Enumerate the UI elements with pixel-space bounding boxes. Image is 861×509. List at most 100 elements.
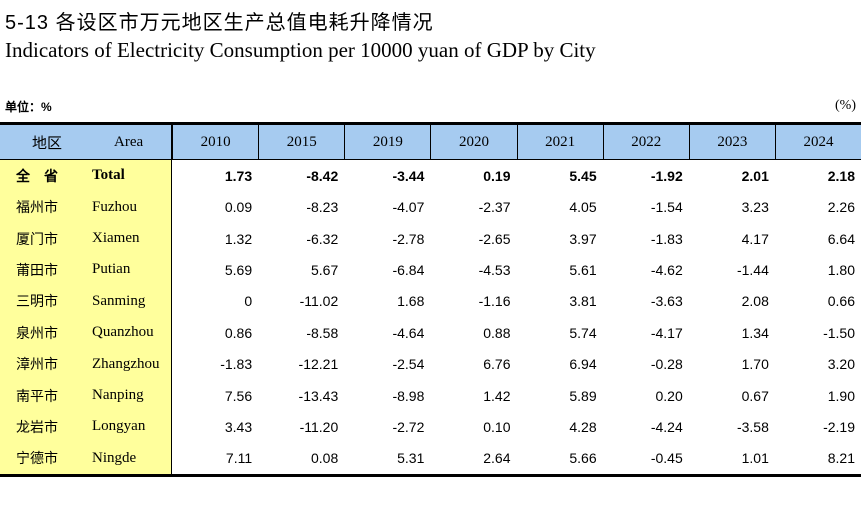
table-row: 厦门市 Xiamen 1.32 -6.32 -2.78 -2.65 3.97 -1.83 4.1… [0,222,861,255]
area-name-en: Zhangzhou [92,355,160,372]
value-cell: 3.97 [569,230,597,247]
table-row: 龙岩市 Longyan 3.43 -11.20 -2.72 0.10 4.28 -4.24 -3… [0,411,861,443]
value-cell: -13.43 [298,387,339,404]
value-cell: -4.64 [392,324,425,341]
value-cell: -3.63 [650,293,683,310]
value-cell: 1.34 [741,324,769,341]
value-cell: 2.26 [827,199,855,216]
value-cell: 0.08 [311,450,339,467]
area-name-en: Xiamen [92,230,140,247]
value-cell: -2.54 [392,356,425,373]
value-cell: 0.66 [827,293,855,310]
value-cell: -1.50 [823,324,855,341]
area-name-cn: 全 省 [16,167,58,184]
area-name-cn: 漳州市 [16,356,58,373]
value-cell: 1.42 [483,387,511,404]
value-cell: -8.58 [306,324,339,341]
year-header-cell: 2021 [516,125,603,159]
value-cell: 6.76 [483,356,511,373]
value-cell: -2.65 [478,230,511,247]
area-name-cn: 厦门市 [16,230,58,247]
area-cell: 厦门市 Xiamen [0,222,172,255]
table-row: 福州市 Fuzhou 0.09 -8.23 -4.07 -2.37 4.05 -1.54 3.2… [0,191,861,223]
table-row: 全 省 Total 1.73 -8.42 -3.44 0.19 5.45 -1.92 2.01 2… [0,160,861,192]
value-cell: 5.74 [569,324,597,341]
area-name-en: Putian [92,261,131,278]
value-cell: -12.21 [298,356,339,373]
page-subtitle: Indicators of Electricity Consumption pe… [5,38,596,62]
value-cell: -1.44 [736,261,769,278]
data-table: 地区 Area 2010 2015 2019 2020 2021 2022 2023 2024… [0,122,861,477]
value-cell: 0.20 [655,387,683,404]
value-cell: 3.81 [569,293,597,310]
area-name-en: Ningde [92,449,137,466]
area-name-cn: 福州市 [16,199,58,216]
value-cell: 3.20 [827,356,855,373]
area-cell: 漳州市 Zhangzhou [0,348,172,380]
value-cell: 6.94 [569,356,597,373]
value-cell: -3.58 [736,418,769,435]
area-name-cn: 泉州市 [16,324,58,341]
value-cell: 7.11 [225,450,253,467]
value-cell: 1.73 [224,167,253,184]
value-cell: 3.43 [224,418,253,435]
area-name-en: Longyan [92,418,146,435]
page-title: 5-13 各设区市万元地区生产总值电耗升降情况 [5,12,434,34]
unit-label: 单位：% [5,100,52,114]
area-name-en: Total [92,167,125,184]
value-cell: 0.09 [224,199,253,216]
value-cell: 4.28 [569,418,597,435]
area-cell: 泉州市 Quanzhou [0,317,172,349]
value-cell: -3.44 [392,167,425,184]
value-cell: -1.92 [650,167,683,184]
value-cell: 5.69 [224,261,253,278]
area-name-cn: 龙岩市 [16,418,58,435]
table-row: 南平市 Nanping 7.56 -13.43 -8.98 1.42 5.89 0.20 0.6… [0,379,861,412]
year-header-cell: 2023 [688,125,775,159]
value-cell: -4.17 [650,324,683,341]
value-cell: -6.32 [306,230,339,247]
value-cell: 3.23 [741,199,769,216]
table-row: 宁德市 Ningde 7.11 0.08 5.31 2.64 5.66 -0.45 1.01 8.… [0,442,861,475]
value-cell: 4.05 [569,199,597,216]
area-cell: 南平市 Nanping [0,379,172,412]
value-cell: 7.56 [224,387,253,404]
value-cell: -1.54 [650,199,683,216]
value-cell: 6.64 [827,230,855,247]
table-header-row: 地区 Area 2010 2015 2019 2020 2021 2022 2023 2024 [0,125,861,160]
value-cell: 0 [244,293,253,310]
value-cell: 2.18 [827,167,855,184]
value-cell: -4.53 [478,261,511,278]
table-row: 莆田市 Putian 5.69 5.67 -6.84 -4.53 5.61 -4.62 -1.4… [0,254,861,286]
area-cell: 福州市 Fuzhou [0,191,172,223]
value-cell: -4.62 [650,261,683,278]
value-cell: -1.83 [650,230,683,247]
year-header-cell: 2010 [172,125,258,159]
area-name-en: Quanzhou [92,324,154,341]
area-header-cn: 地区 [32,134,63,152]
value-cell: 2.08 [741,293,769,310]
area-cell: 宁德市 Ningde [0,442,172,475]
value-cell: -1.16 [478,293,511,310]
value-cell: 1.90 [827,387,855,404]
value-cell: 0.19 [483,167,511,184]
value-cell: -2.78 [392,230,425,247]
year-header-cell: 2019 [344,125,430,159]
value-cell: 4.17 [741,230,769,247]
year-header-cell: 2022 [602,125,689,159]
area-name-cn: 南平市 [16,387,58,404]
year-header-cell: 2024 [774,125,861,159]
table-row: 漳州市 Zhangzhou -1.83 -12.21 -2.54 6.76 6.94 -0.2… [0,348,861,380]
area-cell: 莆田市 Putian [0,254,172,286]
value-cell: 1.68 [397,293,425,310]
area-name-en: Sanming [92,292,146,309]
area-header-en: Area [114,133,144,150]
area-cell: 龙岩市 Longyan [0,411,172,443]
year-header-cell: 2020 [430,125,516,159]
table-row: 泉州市 Quanzhou 0.86 -8.58 -4.64 0.88 5.74 -4.17 1.… [0,317,861,349]
value-cell: -8.23 [306,199,339,216]
value-cell: -4.24 [650,418,683,435]
area-name-cn: 莆田市 [16,261,58,278]
value-cell: 1.01 [741,450,769,467]
value-cell: 5.31 [397,450,425,467]
